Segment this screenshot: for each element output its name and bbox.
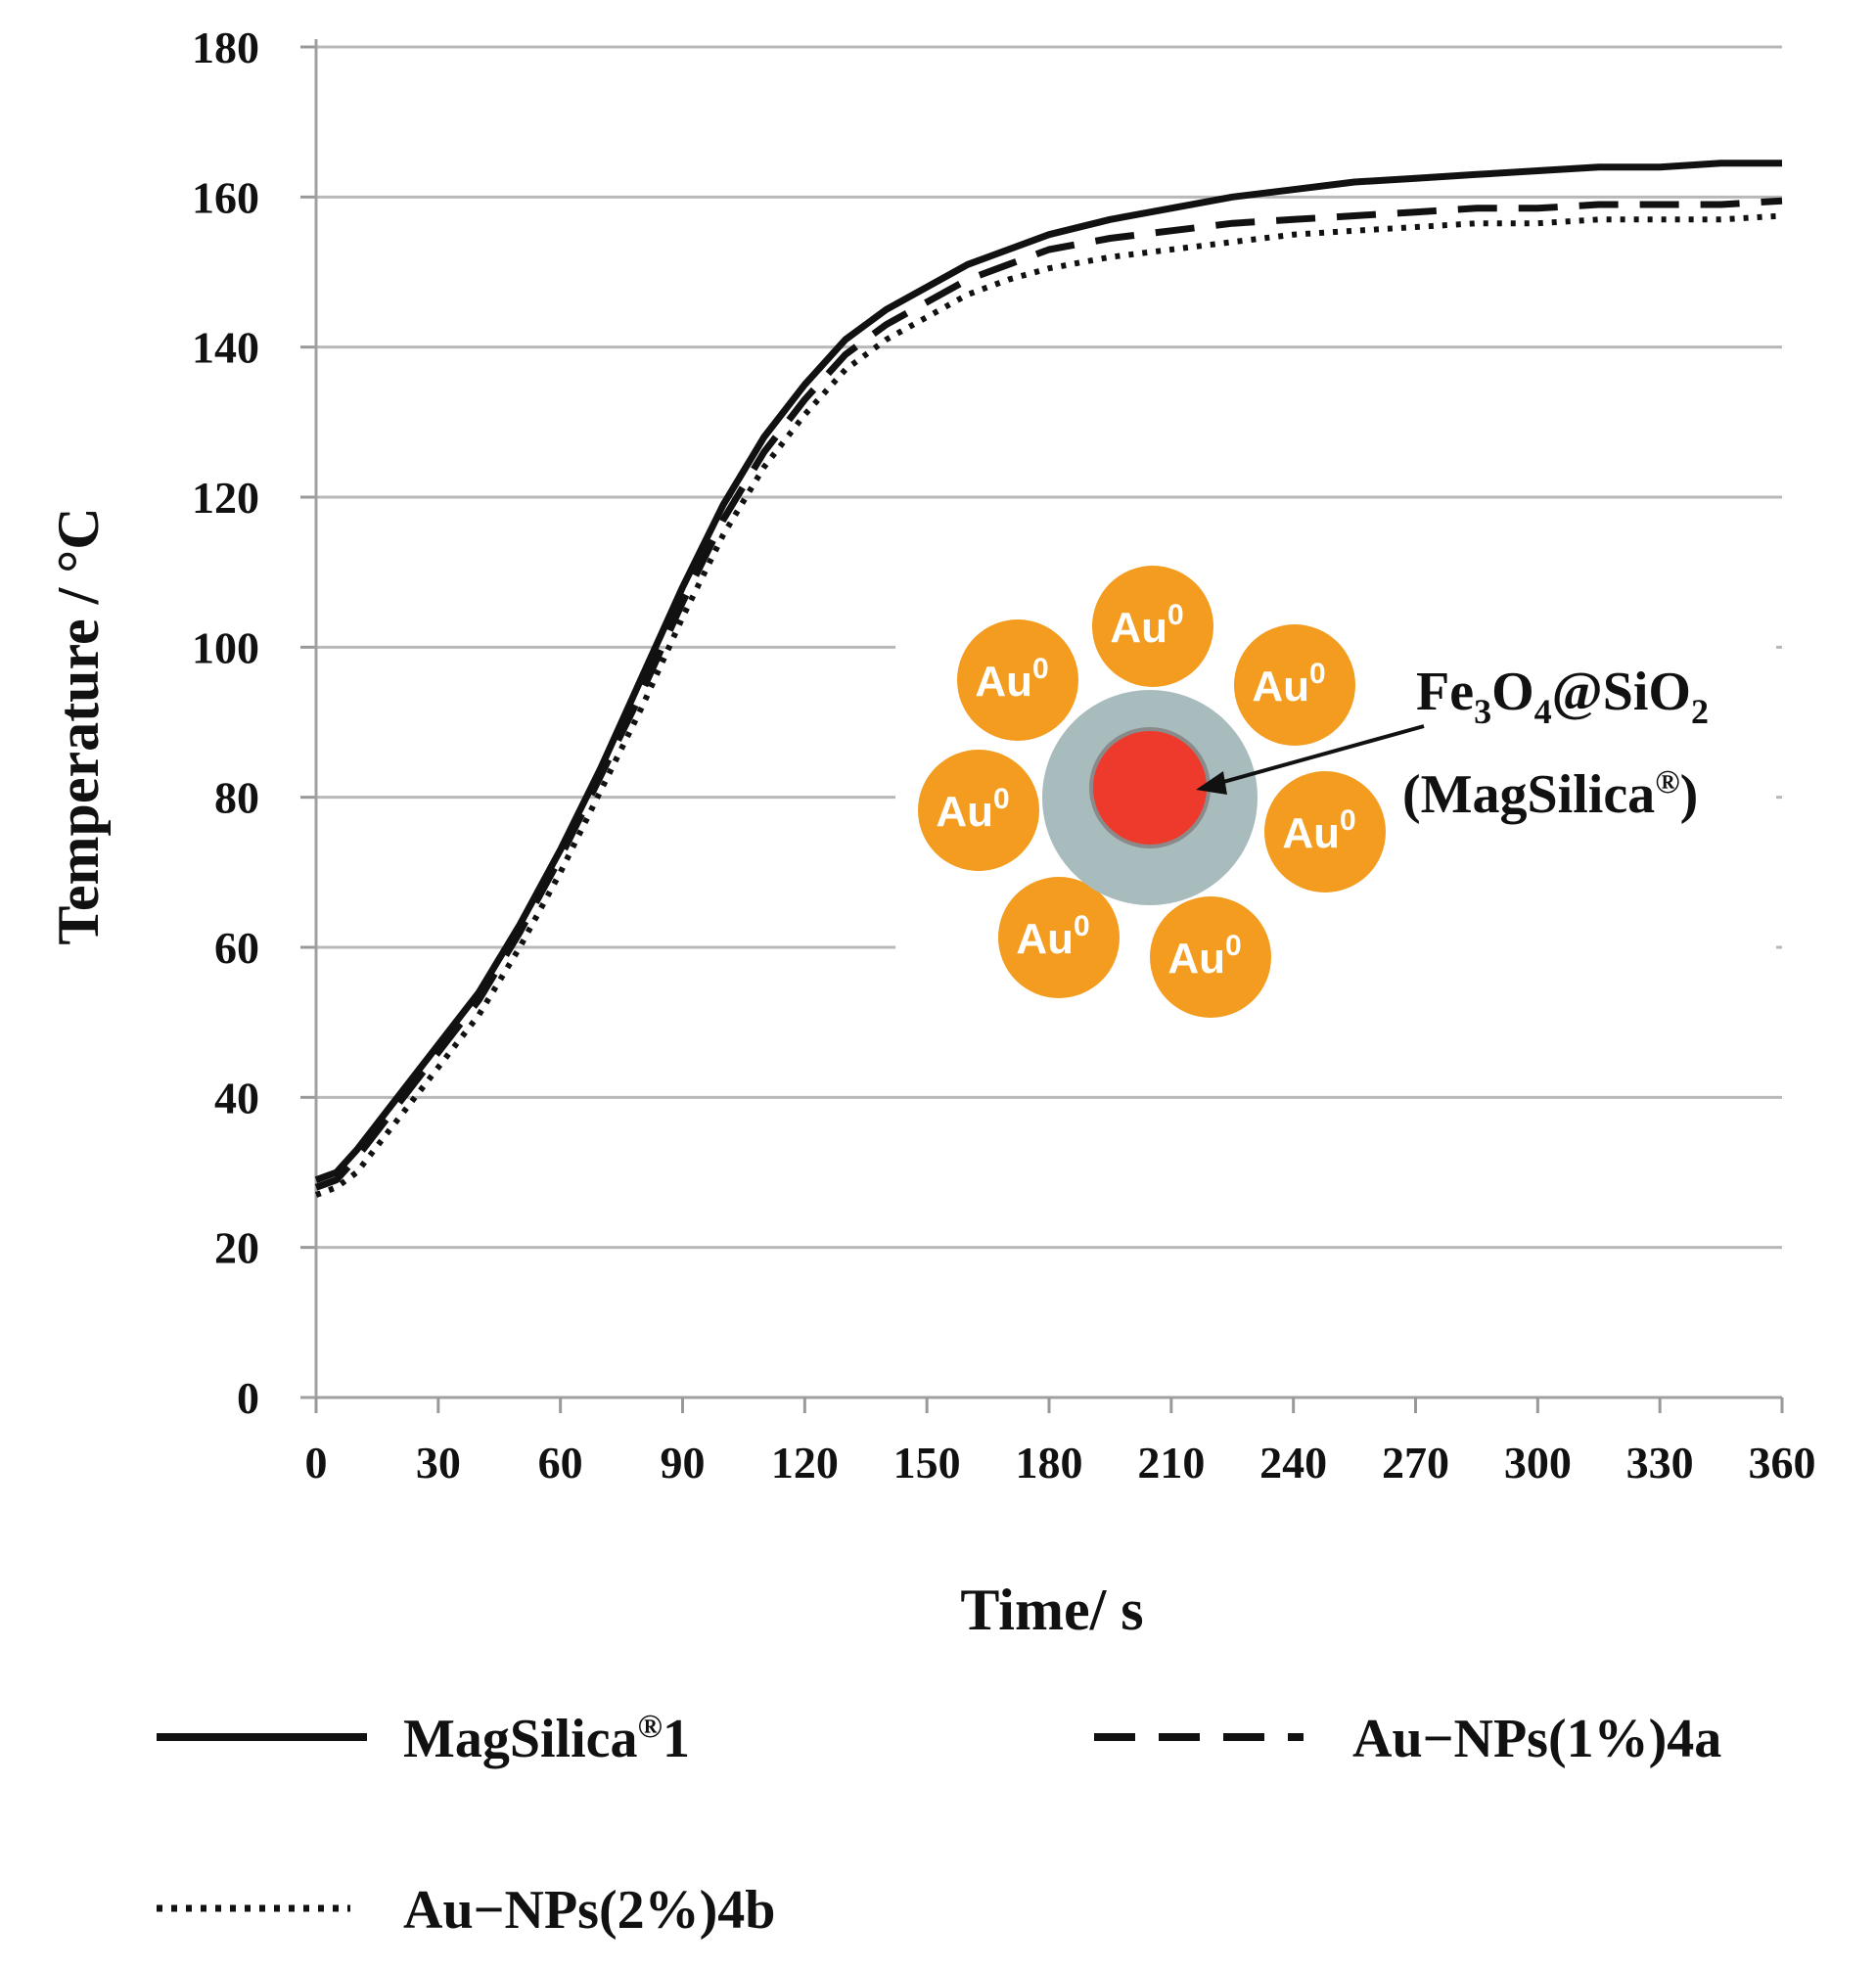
y-tick-label: 80 (214, 773, 259, 823)
legend-label-au2: Au−NPs(2%)4b (403, 1880, 775, 1941)
x-tick-label: 60 (538, 1438, 583, 1488)
x-tick-label: 210 (1137, 1438, 1205, 1488)
x-tick-label: 300 (1504, 1438, 1572, 1488)
y-tick-labels: 0 20 40 60 80 100 120 140 160 180 (192, 23, 259, 1423)
x-tick-label: 270 (1382, 1438, 1449, 1488)
y-tick-label: 0 (237, 1373, 259, 1423)
gold-nanoparticle-label: Au0 (1110, 599, 1183, 652)
gold-nanoparticle-label: Au0 (1252, 658, 1325, 710)
y-tick-label: 120 (192, 473, 259, 523)
core-pointer-arrow (1205, 724, 1425, 789)
core-label-line2: (MagSilica®) (1402, 764, 1698, 825)
data-series (314, 160, 1783, 1198)
gold-nanoparticle-label: Au0 (1016, 910, 1089, 963)
series-line-solid (314, 160, 1782, 1183)
y-tick-label: 160 (192, 172, 259, 222)
legend-label-au1: Au−NPs(1%)4a (1352, 1709, 1721, 1769)
gold-nanoparticle (1092, 566, 1213, 687)
y-tick-label: 180 (192, 23, 259, 72)
x-tick-label: 120 (771, 1438, 839, 1488)
x-tick-label: 90 (661, 1438, 706, 1488)
gold-nanoparticle-label: Au0 (975, 653, 1048, 706)
y-tick-label: 20 (214, 1223, 259, 1273)
axes (300, 39, 1784, 1413)
gold-nanoparticle (1264, 771, 1386, 893)
x-tick-label: 360 (1749, 1438, 1816, 1488)
x-tick-label: 0 (305, 1438, 328, 1488)
y-axis-title: Temperature / °C (46, 507, 111, 944)
y-tick-label: 60 (214, 923, 259, 973)
gold-nanoparticle (1234, 624, 1355, 746)
x-axis-title: Time/ s (960, 1578, 1143, 1642)
nanoparticle-inset: Au0 Au0 Au0 Au0 Au0 Au0 Au0 Fe3O4@SiO2 (MagSil… (895, 566, 1776, 1037)
gold-nanoparticle (957, 619, 1078, 741)
legend-label-magsilica: MagSilica®1 (403, 1709, 690, 1769)
gold-nanoparticle-label: Au0 (1167, 930, 1241, 983)
gold-nanoparticle (1150, 896, 1271, 1018)
series-line-dashed (314, 197, 1783, 1191)
legend: MagSilica®1 Au−NPs(1%)4a Au−NPs(2%)4b (157, 1709, 1721, 1941)
magnetite-core (1089, 727, 1211, 848)
x-tick-label: 330 (1626, 1438, 1694, 1488)
x-tick-labels: 0 30 60 90 120 150 180 210 240 270 300 330 360 (305, 1438, 1816, 1488)
gold-nanoparticle (998, 877, 1120, 998)
x-tick-label: 150 (893, 1438, 961, 1488)
core-label-line1: Fe3O4@SiO2 (1416, 662, 1709, 731)
x-tick-label: 30 (416, 1438, 461, 1488)
y-tick-label: 40 (214, 1073, 259, 1122)
y-tick-label: 140 (192, 323, 259, 373)
gold-nanoparticles: Au0 Au0 Au0 Au0 Au0 Au0 Au0 (918, 566, 1386, 1018)
gold-nanoparticle-label: Au0 (936, 783, 1009, 836)
gold-nanoparticle-label: Au0 (1282, 804, 1355, 857)
arrowhead (1196, 771, 1227, 795)
y-tick-label: 100 (192, 622, 259, 672)
gold-nanoparticle (918, 750, 1039, 871)
x-tick-label: 180 (1016, 1438, 1083, 1488)
x-tick-label: 240 (1259, 1438, 1327, 1488)
